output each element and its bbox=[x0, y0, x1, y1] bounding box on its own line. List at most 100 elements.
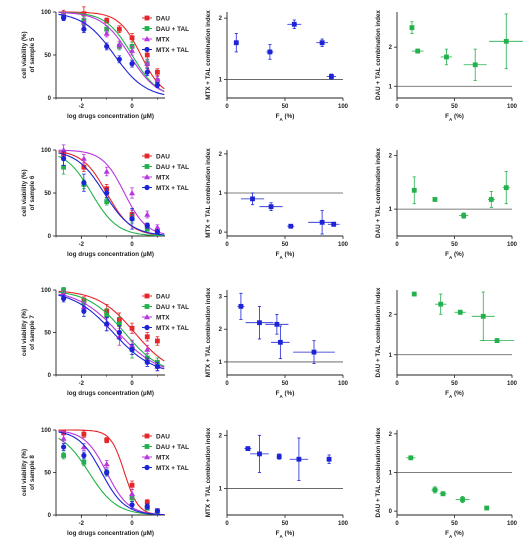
data-point bbox=[81, 164, 87, 170]
data-point bbox=[250, 196, 255, 202]
data-point bbox=[61, 295, 67, 302]
y-axis-label: DAU + TAL combination index bbox=[375, 287, 382, 377]
data-point bbox=[61, 453, 67, 458]
x-tick-label: 100 bbox=[338, 104, 349, 110]
legend-label: MTX + TAL bbox=[156, 185, 189, 192]
chart-c12: 0 1 2 0 50 100 FA (%) DAU + TAL combination ind… bbox=[375, 427, 518, 538]
legend-marker bbox=[144, 314, 150, 320]
data-point bbox=[438, 301, 444, 307]
data-point bbox=[296, 456, 302, 462]
data-point bbox=[411, 291, 417, 297]
legend-marker bbox=[144, 454, 150, 460]
data-point bbox=[288, 223, 294, 229]
fit-curve bbox=[58, 431, 165, 516]
y-axis-label: cell viability (%) bbox=[21, 31, 28, 78]
data-point bbox=[104, 43, 110, 50]
fa-subscript: A bbox=[449, 255, 453, 260]
y-tick-label: 1 bbox=[219, 360, 223, 366]
data-point bbox=[488, 197, 494, 202]
data-point bbox=[154, 224, 161, 230]
data-point bbox=[408, 455, 414, 461]
x-tick-label: -2 bbox=[79, 381, 85, 387]
fa-subscript: A bbox=[280, 255, 284, 260]
fit-curve bbox=[58, 152, 165, 236]
fa-subscript: A bbox=[280, 394, 284, 399]
legend-marker bbox=[144, 15, 150, 21]
y-axis-label: DAU + TAL combination index bbox=[375, 10, 382, 100]
legend: DAU DAU + TAL MTX MTX + TAL bbox=[142, 433, 189, 472]
legend-label: DAU bbox=[156, 293, 170, 300]
x-tick-label: 0 bbox=[225, 104, 229, 110]
data-point bbox=[103, 168, 110, 174]
data-point bbox=[291, 21, 297, 27]
legend-label: DAU + TAL bbox=[156, 26, 189, 33]
data-point bbox=[144, 346, 151, 352]
fit-curve bbox=[58, 429, 165, 516]
chart-c8: 1 2 3 0 50 100 FA (%) MTX + TAL combination ind… bbox=[205, 287, 349, 398]
data-point bbox=[103, 30, 110, 36]
y-tick-label: 1 bbox=[389, 353, 393, 359]
x-tick-label: 0 bbox=[130, 104, 134, 110]
series-dau bbox=[58, 429, 165, 516]
y-axis-label: DAU + TAL combination index bbox=[375, 427, 382, 517]
fa-subscript: A bbox=[280, 117, 284, 122]
series-dau-tal bbox=[411, 291, 515, 344]
x-tick-label: 100 bbox=[338, 521, 349, 527]
data-point bbox=[103, 461, 110, 467]
series-dau bbox=[58, 149, 165, 236]
data-point bbox=[144, 334, 150, 340]
legend-label: MTX bbox=[156, 454, 170, 461]
legend-label: DAU bbox=[156, 15, 170, 22]
data-point bbox=[61, 164, 67, 170]
data-point bbox=[144, 211, 151, 217]
legend-marker bbox=[144, 36, 150, 42]
x-tick-label: 50 bbox=[451, 521, 458, 527]
data-point bbox=[129, 490, 136, 496]
data-point bbox=[144, 499, 150, 505]
data-point bbox=[154, 363, 160, 370]
data-point bbox=[129, 482, 135, 488]
x-axis-label: FA (%) bbox=[445, 251, 464, 260]
x-axis-label: log drugs concentration (µM) bbox=[67, 390, 154, 397]
y-tick-label: 0 bbox=[48, 96, 52, 102]
data-point bbox=[326, 456, 332, 462]
y-tick-label: 1 bbox=[389, 84, 393, 90]
chart-c11: 1 2 0 50 100 FA (%) MTX + TAL combination inde… bbox=[205, 427, 349, 538]
fit-curve bbox=[58, 155, 165, 237]
data-point bbox=[319, 219, 325, 225]
data-point bbox=[144, 223, 150, 229]
data-point bbox=[238, 303, 244, 309]
legend-marker bbox=[144, 46, 150, 53]
x-tick-label: 50 bbox=[282, 242, 289, 248]
x-tick-label: 0 bbox=[395, 381, 399, 387]
fit-curve bbox=[58, 11, 165, 93]
data-point bbox=[104, 437, 110, 443]
fa-subscript: A bbox=[449, 534, 453, 539]
y-tick-label: 0 bbox=[48, 373, 52, 379]
data-point bbox=[116, 329, 122, 336]
y-axis-label: MTX + TAL combination index bbox=[205, 148, 212, 238]
y-tick-label: 0 bbox=[48, 234, 52, 240]
data-point bbox=[245, 446, 251, 451]
series-mtx-tal bbox=[58, 13, 165, 96]
y-axis-label: of sample 6 bbox=[29, 175, 36, 210]
legend-label: DAU + TAL bbox=[156, 164, 189, 171]
fit-curve bbox=[58, 293, 165, 368]
x-tick-label: 100 bbox=[507, 381, 518, 387]
data-point bbox=[409, 25, 415, 31]
x-axis-label: FA (%) bbox=[276, 530, 295, 539]
data-point bbox=[81, 26, 87, 32]
data-point bbox=[104, 469, 110, 476]
x-axis-label: FA (%) bbox=[276, 251, 295, 260]
data-point bbox=[484, 505, 490, 511]
y-axis-label: cell viability (%) bbox=[21, 309, 28, 356]
x-axis-label: FA (%) bbox=[276, 113, 295, 122]
y-tick-label: 100 bbox=[41, 288, 52, 294]
chart-c7: 0 50 100 -2 0 log drugs concentration (µM) cel… bbox=[21, 287, 189, 397]
data-point bbox=[104, 190, 110, 196]
data-point bbox=[80, 155, 87, 161]
series-dau-tal bbox=[411, 171, 510, 219]
y-tick-label: 1 bbox=[389, 207, 393, 213]
data-point bbox=[267, 49, 273, 55]
